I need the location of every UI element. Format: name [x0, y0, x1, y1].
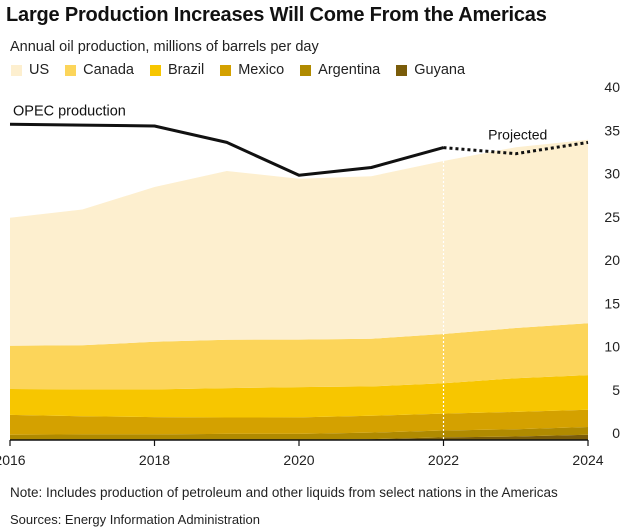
legend: US Canada Brazil Mexico Argentina Guyana — [11, 62, 465, 78]
y-tick-label: 30 — [604, 166, 620, 182]
legend-swatch — [65, 64, 77, 76]
y-tick-label: 5 — [612, 382, 620, 398]
y-tick-label: 10 — [604, 339, 620, 355]
legend-label: Argentina — [318, 62, 381, 78]
legend-swatch — [300, 64, 312, 76]
legend-item-guyana: Guyana — [396, 62, 465, 78]
y-tick-label: 15 — [604, 295, 620, 311]
legend-swatch — [149, 64, 161, 76]
legend-swatch — [396, 64, 408, 76]
y-tick-label: 25 — [604, 209, 620, 225]
x-tick-label: 2022 — [428, 452, 459, 468]
y-tick-label: 20 — [604, 252, 620, 268]
legend-item-argentina: Argentina — [300, 62, 380, 78]
x-tick-label: 2018 — [139, 452, 170, 468]
area-canada — [10, 323, 588, 390]
chart-note: Note: Includes production of petroleum a… — [10, 485, 558, 500]
y-tick-label: 0 — [612, 425, 620, 441]
legend-swatch — [11, 64, 22, 76]
opec-label: OPEC production — [13, 103, 126, 119]
x-tick-label: 2020 — [283, 452, 314, 468]
y-tick-label: 35 — [604, 122, 620, 138]
y-tick-label: 40 — [604, 79, 620, 95]
legend-item-us: US — [11, 62, 49, 78]
legend-label: US — [29, 62, 50, 78]
x-tick-label: 2016 — [0, 452, 26, 468]
legend-item-mexico: Mexico — [220, 62, 284, 78]
chart-title: Large Production Increases Will Come Fro… — [6, 4, 547, 26]
legend-label: Canada — [83, 62, 134, 78]
projected-label: Projected — [488, 127, 547, 143]
opec-line — [9, 122, 444, 177]
legend-label: Guyana — [414, 62, 466, 78]
legend-swatch — [220, 64, 232, 76]
opec-line-projected — [443, 140, 589, 156]
legend-item-brazil: Brazil — [149, 62, 205, 78]
area-mexico — [10, 409, 588, 435]
legend-label: Brazil — [167, 62, 205, 78]
area-us — [10, 139, 588, 346]
chart-subtitle: Annual oil production, millions of barre… — [10, 39, 319, 55]
legend-label: Mexico — [238, 62, 285, 78]
legend-item-canada: Canada — [65, 62, 134, 78]
area-argentina — [10, 427, 588, 440]
chart-source: Sources: Energy Information Administrati… — [10, 512, 261, 527]
x-tick-label: 2024 — [572, 452, 603, 468]
